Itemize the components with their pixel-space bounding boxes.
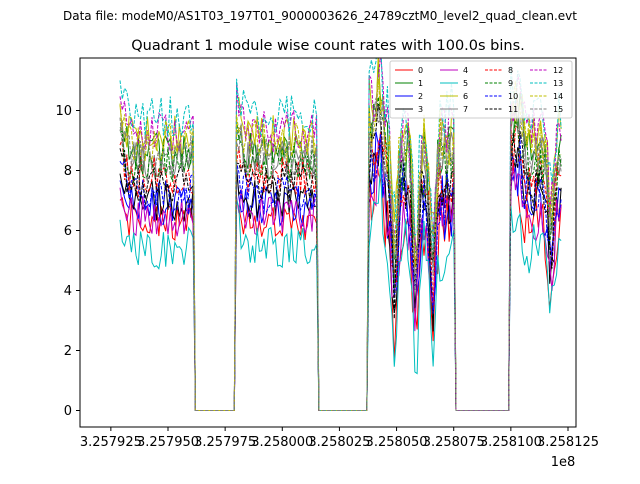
y-tick-label: 8 [64, 164, 72, 179]
legend-label: 5 [463, 79, 468, 88]
y-axis: 0 2 4 6 8 10 [55, 104, 80, 419]
x-tick-label: 3.257975 [194, 435, 256, 450]
y-tick-label: 6 [64, 224, 72, 239]
legend-label: 13 [553, 79, 563, 88]
y-tick-label: 0 [64, 404, 72, 419]
legend-label: 0 [418, 66, 423, 75]
legend-label: 4 [463, 66, 468, 75]
x-tick-label: 3.258025 [308, 435, 370, 450]
legend-label: 2 [418, 92, 423, 101]
suptitle: Data file: modeM0/AS1T03_197T01_90000036… [63, 9, 577, 23]
x-tick-label: 3.258000 [251, 435, 313, 450]
legend-label: 6 [463, 92, 468, 101]
legend-label: 3 [418, 105, 423, 114]
legend-label: 12 [553, 66, 563, 75]
legend-box [389, 60, 573, 119]
x-tick-label: 3.258125 [537, 435, 599, 450]
x-tick-label: 3.258075 [423, 435, 485, 450]
legend-label: 1 [418, 79, 423, 88]
x-tick-label: 3.257950 [137, 435, 199, 450]
y-tick-label: 4 [64, 284, 72, 299]
series-line-15 [119, 97, 562, 411]
x-tick-label: 3.257925 [80, 435, 142, 450]
legend-label: 7 [463, 105, 468, 114]
axes-frame [79, 57, 577, 428]
legend-label: 14 [553, 92, 563, 101]
legend-label: 10 [508, 92, 518, 101]
legend-label: 11 [508, 105, 518, 114]
y-tick-label: 2 [64, 344, 72, 359]
x-tick-label: 3.258050 [366, 435, 428, 450]
legend-label: 9 [508, 79, 513, 88]
series-layer [119, 58, 562, 411]
x-tick-label: 3.258100 [480, 435, 542, 450]
legend-label: 8 [508, 66, 513, 75]
legend-label: 15 [553, 105, 563, 114]
chart-title: Quadrant 1 module wise count rates with … [131, 38, 525, 54]
x-axis: 3.2579253.2579503.2579753.2580003.258025… [80, 427, 599, 450]
x-offset-label: 1e8 [551, 455, 576, 470]
y-tick-label: 10 [55, 104, 72, 119]
